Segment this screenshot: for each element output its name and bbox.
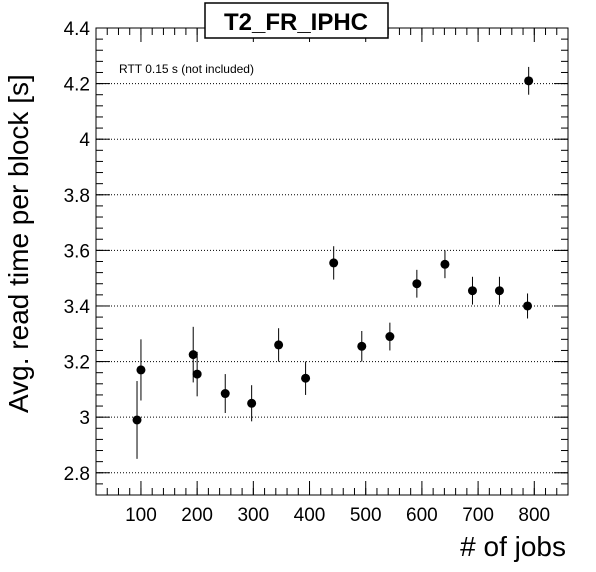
data-point: [440, 259, 450, 269]
data-point: [524, 76, 534, 86]
y-tick-label: 3.6: [64, 241, 90, 262]
title-box: [204, 2, 389, 39]
x-tick-label: 100: [125, 505, 157, 526]
y-tick-label: 3.8: [64, 186, 90, 207]
x-tick-label: 300: [237, 505, 269, 526]
y-axis-label: Avg. read time per block [s]: [3, 74, 34, 413]
data-point: [188, 350, 198, 360]
data-point: [494, 286, 504, 296]
x-tick-label: 600: [406, 505, 438, 526]
tick-labels: 2.8 3 3.2 3.4 3.6 3.8 4 4.2 4.4 100 200 300 400 500 60…: [64, 19, 551, 526]
x-axis-label: # of jobs: [460, 531, 566, 562]
data-point: [247, 398, 257, 408]
data-point: [412, 279, 422, 289]
data-point: [329, 258, 339, 268]
y-tick-label: 3: [79, 408, 90, 429]
data-point: [357, 341, 367, 351]
y-tick-label: 2.8: [64, 464, 90, 485]
data-point: [192, 369, 202, 379]
x-tick-label: 400: [294, 505, 326, 526]
data-point: [274, 340, 284, 350]
data-point: [301, 373, 311, 383]
data-point: [132, 415, 142, 425]
data-points: [132, 66, 534, 459]
data-point: [136, 365, 146, 375]
chart-title: T2_FR_IPHC: [224, 9, 368, 36]
y-tick-label: 4: [79, 130, 90, 151]
data-point: [385, 332, 395, 342]
data-point: [467, 286, 477, 296]
x-tick-label: 800: [518, 505, 550, 526]
data-point: [523, 301, 533, 311]
grid-lines: [96, 83, 568, 474]
x-tick-label: 500: [350, 505, 382, 526]
y-tick-label: 4.4: [64, 19, 91, 40]
data-point: [220, 389, 230, 399]
y-tick-label: 4.2: [64, 75, 90, 96]
y-tick-label: 3.2: [64, 353, 90, 374]
annotation-text: RTT 0.15 s (not included): [119, 62, 254, 76]
y-tick-label: 3.4: [64, 297, 91, 318]
x-tick-label: 200: [181, 505, 213, 526]
x-tick-label: 700: [462, 505, 494, 526]
